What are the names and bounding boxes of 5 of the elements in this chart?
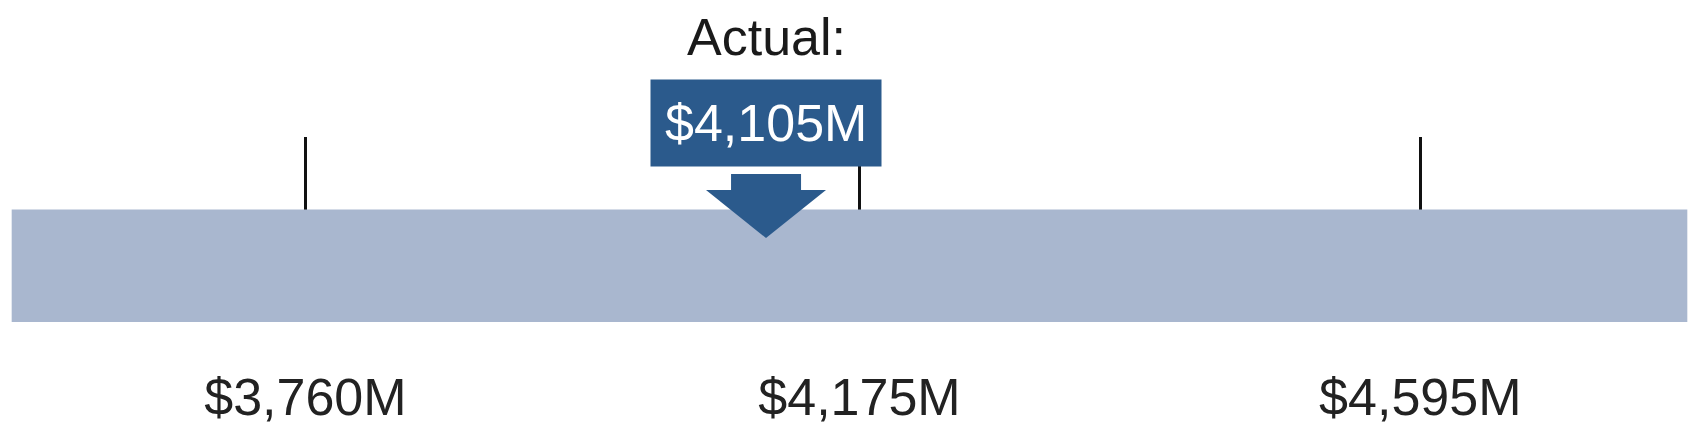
x-tick-label: $4,595M bbox=[1319, 368, 1522, 426]
ref-line-label: $4,105M bbox=[665, 94, 868, 152]
text: Actual: bbox=[687, 8, 846, 66]
x-tick-label: $4,175M bbox=[758, 368, 961, 426]
x-tick-label: $3,760M bbox=[204, 368, 407, 426]
